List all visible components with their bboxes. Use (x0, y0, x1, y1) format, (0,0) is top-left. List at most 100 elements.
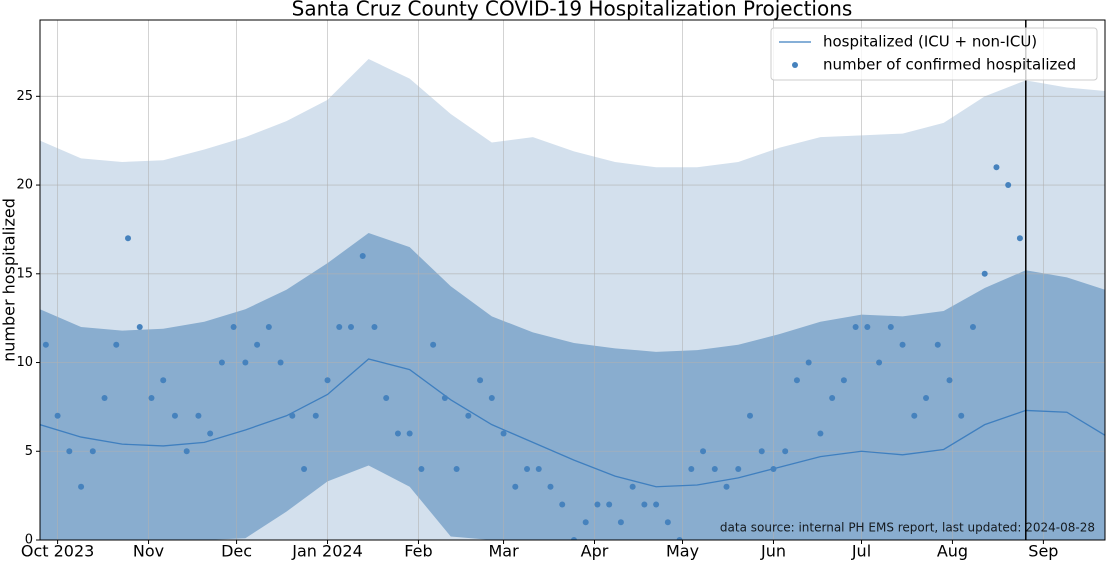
data-point (852, 324, 859, 331)
y-tick-label: 5 (25, 444, 33, 459)
data-point (78, 483, 85, 490)
data-point (1005, 182, 1012, 189)
data-point (42, 341, 49, 348)
data-point (101, 395, 108, 402)
legend-label: hospitalized (ICU + non-ICU) (823, 33, 1037, 51)
data-point (277, 359, 284, 366)
data-point (136, 324, 143, 331)
data-point (218, 359, 225, 366)
y-tick-label: 0 (25, 533, 33, 548)
data-point (617, 519, 624, 526)
data-point (664, 519, 671, 526)
data-point (125, 235, 132, 242)
data-point (289, 412, 296, 419)
x-tick-label: Jan 2024 (291, 542, 362, 561)
data-point (758, 448, 765, 455)
plot-frame (39, 19, 1106, 541)
data-point (981, 270, 988, 277)
data-point (312, 412, 319, 419)
data-point (406, 430, 413, 437)
x-tick-label: Mar (488, 542, 519, 561)
x-tick-label: Aug (937, 542, 968, 561)
data-point (430, 341, 437, 348)
data-point (899, 341, 906, 348)
data-point (594, 501, 601, 508)
data-point (629, 483, 636, 490)
data-point (641, 501, 648, 508)
data-point (805, 359, 812, 366)
data-point (418, 466, 425, 473)
plot-area (40, 20, 1105, 540)
legend: hospitalized (ICU + non-ICU) number of co… (770, 27, 1098, 81)
data-point (347, 324, 354, 331)
data-point (242, 359, 249, 366)
data-point (711, 466, 718, 473)
x-tick-label: Feb (404, 542, 432, 561)
y-tick-label: 20 (16, 178, 33, 193)
data-point (606, 501, 613, 508)
data-point (840, 377, 847, 384)
data-point (336, 324, 343, 331)
x-tick-label: Jul (851, 542, 871, 561)
data-point (230, 324, 237, 331)
data-point (265, 324, 272, 331)
data-point (676, 537, 683, 540)
data-point (946, 377, 953, 384)
data-point (453, 466, 460, 473)
x-tick-label: May (666, 542, 699, 561)
data-point (371, 324, 378, 331)
data-point (477, 377, 484, 384)
x-tick-label: Apr (581, 542, 609, 561)
data-point (113, 341, 120, 348)
data-point (923, 395, 930, 402)
annotation: data source: internal PH EMS report, las… (720, 521, 1095, 535)
data-point (864, 324, 871, 331)
data-point (688, 466, 695, 473)
data-point (207, 430, 214, 437)
data-point (958, 412, 965, 419)
data-point (195, 412, 202, 419)
y-tick-label: 15 (16, 266, 33, 281)
data-point (171, 412, 178, 419)
data-point (183, 448, 190, 455)
data-point (89, 448, 96, 455)
data-point (969, 324, 976, 331)
data-point (500, 430, 507, 437)
data-point (359, 253, 366, 260)
data-point (887, 324, 894, 331)
y-tick-label: 10 (16, 355, 33, 370)
data-point (535, 466, 542, 473)
data-point (582, 519, 589, 526)
x-tick-label: Nov (133, 542, 164, 561)
chart-title: Santa Cruz County COVID-19 Hospitalizati… (292, 0, 853, 21)
data-point (782, 448, 789, 455)
data-point (148, 395, 155, 402)
data-point (66, 448, 73, 455)
data-point (54, 412, 61, 419)
data-point (770, 466, 777, 473)
data-point (524, 466, 531, 473)
x-tick-label: Oct 2023 (21, 542, 94, 561)
x-tick-label: Jun (760, 542, 786, 561)
data-point (735, 466, 742, 473)
confidence-band (40, 232, 1105, 540)
data-point (394, 430, 401, 437)
y-tick-label: 25 (16, 89, 33, 104)
data-point (301, 466, 308, 473)
data-point (817, 430, 824, 437)
x-tick-label: Sep (1028, 542, 1058, 561)
y-axis-label: number hospitalized (0, 198, 19, 362)
data-point (723, 483, 730, 490)
data-point (1016, 235, 1023, 242)
data-point (911, 412, 918, 419)
data-point (934, 341, 941, 348)
data-point (160, 377, 167, 384)
data-point (383, 395, 390, 402)
data-point (254, 341, 261, 348)
data-point (993, 164, 1000, 171)
data-point (512, 483, 519, 490)
data-point (547, 483, 554, 490)
